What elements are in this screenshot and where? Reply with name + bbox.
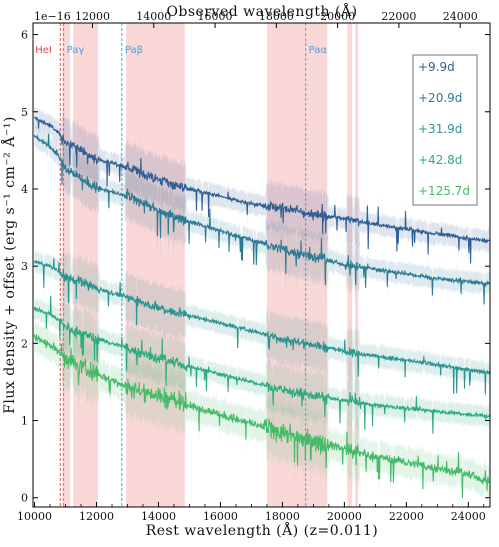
x-tick-label-bottom: 12000 [79, 510, 114, 523]
x-tick-label-top: 12000 [75, 10, 110, 23]
x-tick-label-bottom: 10000 [17, 510, 52, 523]
legend-entry: +125.7d [418, 184, 470, 198]
series-line [33, 257, 490, 395]
x-tick-label-bottom: 20000 [327, 510, 362, 523]
x-tick-label-bottom: 14000 [141, 510, 176, 523]
y-tick-label: 5 [21, 106, 28, 119]
series-line [33, 295, 490, 434]
y-tick-label: 6 [21, 29, 28, 42]
telluric-band [73, 23, 99, 507]
series-1 [33, 105, 490, 274]
legend-entry: +20.9d [418, 91, 462, 105]
line-marker-label: HeI [35, 45, 52, 56]
legend-entry: +9.9d [418, 60, 455, 74]
top-axis-label: Observed wavelength (Å) [166, 2, 357, 20]
legend-entry: +42.8d [418, 153, 462, 167]
x-tick-label-top: 14000 [136, 10, 171, 23]
scale-note: 1e−16 [34, 10, 71, 23]
series-line [33, 133, 490, 305]
x-tick-label-top: 18000 [259, 10, 294, 23]
x-tick-label-bottom: 18000 [265, 510, 300, 523]
x-tick-label-top: 24000 [443, 10, 478, 23]
series-error-band [34, 124, 490, 315]
series-4 [33, 285, 490, 443]
x-tick-label-top: 16000 [198, 10, 233, 23]
series-line [33, 116, 490, 264]
series-error-band [34, 246, 490, 406]
telluric-band [62, 23, 71, 507]
line-marker-label: Paγ [67, 45, 85, 56]
x-tick-label-bottom: 16000 [203, 510, 238, 523]
line-markers: HeI Paγ Paβ Paα [35, 23, 327, 507]
y-tick-label: 2 [21, 337, 28, 350]
series-error-band [34, 285, 490, 443]
spectra-series [33, 105, 490, 507]
series-error-band [34, 105, 490, 274]
telluric-band [125, 23, 185, 507]
series-5 [33, 313, 490, 507]
y-tick-label: 3 [21, 260, 28, 273]
y-tick-label: 4 [21, 183, 28, 196]
x-tick-label-top: 20000 [320, 10, 355, 23]
y-tick-label: 1 [21, 415, 28, 428]
series-2 [33, 124, 490, 315]
y-tick-label: 0 [21, 492, 28, 505]
line-marker-label: Paα [309, 45, 328, 56]
axis-ticks: 10000 12000 14000 16000 18000 20000 22000 24000… [17, 10, 490, 523]
plot-frame [32, 22, 491, 508]
line-marker-label: Paβ [125, 45, 143, 56]
series-3 [33, 246, 490, 406]
legend-box [412, 54, 478, 206]
bottom-axis-label: Rest wavelength (Å) (z=0.011) [146, 521, 379, 539]
series-line [33, 334, 490, 499]
legend: +9.9d +20.9d +31.9d +42.8d +125.7d [412, 54, 478, 206]
x-tick-label-bottom: 22000 [389, 510, 424, 523]
x-tick-label-top: 22000 [381, 10, 416, 23]
x-tick-label-bottom: 24000 [451, 510, 486, 523]
y-axis-label: Flux density + offset (erg s⁻¹ cm⁻² Å⁻¹) [0, 116, 18, 414]
telluric-band [266, 23, 328, 507]
legend-entry: +31.9d [418, 122, 462, 136]
